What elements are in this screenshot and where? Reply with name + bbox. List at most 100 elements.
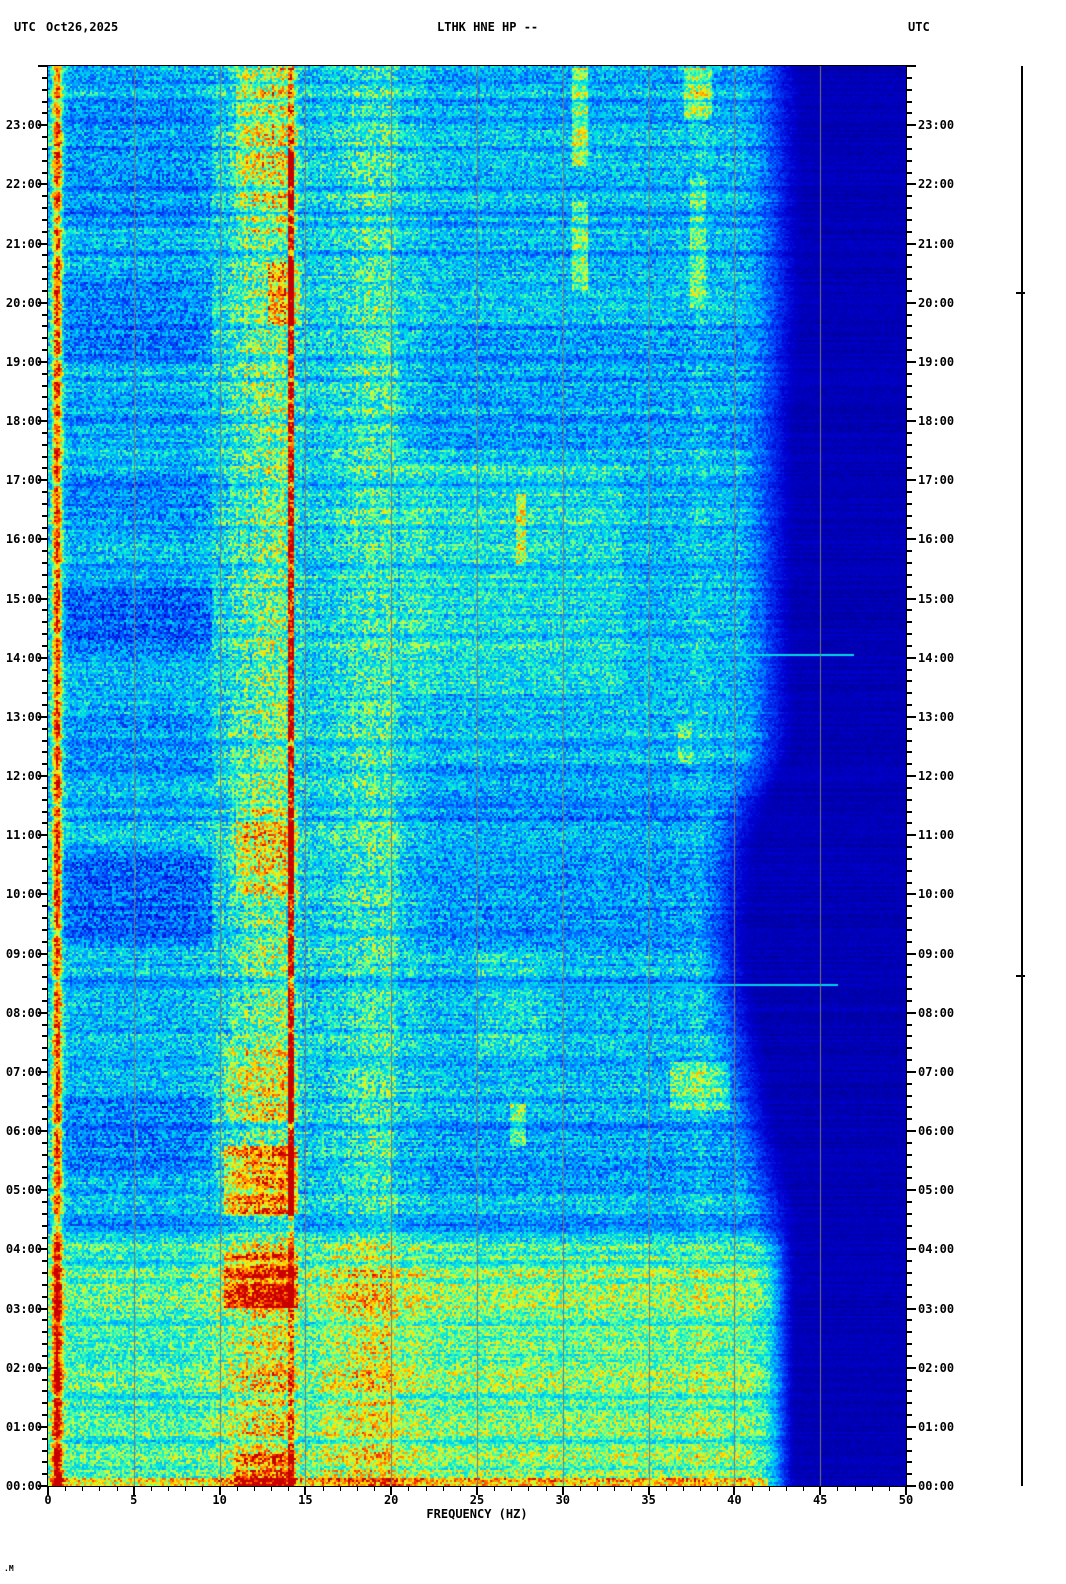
- y-axis-label-left: 07:00: [5, 1064, 42, 1079]
- x-axis-minor-tick: [82, 1486, 84, 1491]
- y-axis-major-tick-left: [38, 1248, 48, 1251]
- x-axis-minor-tick: [871, 1486, 873, 1491]
- y-axis-label-right: 07:00: [918, 1064, 955, 1079]
- x-axis-minor-tick: [854, 1486, 856, 1491]
- y-axis-minor-tick-left: [42, 940, 48, 943]
- y-axis-minor-tick-left: [42, 727, 48, 730]
- y-axis-major-tick-left: [38, 1485, 48, 1487]
- y-axis-minor-tick-right: [906, 372, 912, 375]
- y-axis-major-tick-right: [906, 183, 916, 186]
- x-axis-minor-tick: [803, 1486, 805, 1491]
- y-axis-major-tick-left: [38, 1307, 48, 1310]
- y-axis-minor-tick-left: [42, 1354, 48, 1357]
- y-axis-minor-tick-right: [906, 159, 912, 162]
- x-axis-minor-tick: [168, 1486, 170, 1491]
- y-axis-minor-tick-left: [42, 905, 48, 908]
- y-axis-minor-tick-left: [42, 88, 48, 91]
- y-axis-minor-tick-left: [42, 1437, 48, 1440]
- y-axis-major-tick-right: [906, 1485, 916, 1487]
- y-axis-minor-tick-right: [906, 1283, 912, 1286]
- y-axis-major-tick-right: [906, 1366, 916, 1369]
- y-axis-major-tick-left: [38, 715, 48, 718]
- y-axis-minor-tick-left: [42, 112, 48, 115]
- y-axis-minor-tick-left: [42, 278, 48, 280]
- x-axis-minor-tick: [545, 1486, 547, 1491]
- date-label: Oct26,2025: [46, 20, 119, 34]
- y-axis-minor-tick-left: [42, 976, 48, 979]
- y-axis-label-left: 10:00: [5, 887, 42, 902]
- y-axis-minor-tick-left: [42, 562, 48, 564]
- y-axis-label-right: 02:00: [918, 1360, 955, 1375]
- x-axis-minor-tick: [579, 1486, 581, 1491]
- x-axis-major-tick: [476, 1486, 478, 1495]
- y-axis-minor-tick-left: [42, 1118, 48, 1121]
- y-axis-minor-tick-right: [906, 869, 912, 872]
- y-axis-major-tick-right: [906, 1307, 916, 1310]
- x-axis-minor-tick: [494, 1486, 496, 1491]
- y-axis-minor-tick-left: [42, 1449, 48, 1452]
- y-axis-minor-tick-right: [906, 195, 912, 198]
- y-axis-minor-tick-right: [906, 1201, 912, 1203]
- x-axis-minor-tick: [528, 1486, 530, 1491]
- y-axis-label-left: 16:00: [5, 532, 42, 547]
- y-axis-minor-tick-left: [42, 171, 48, 174]
- y-axis-label-left: 01:00: [5, 1419, 42, 1434]
- y-axis-minor-tick-right: [906, 940, 912, 943]
- y-axis-minor-tick-left: [42, 1023, 48, 1026]
- y-axis-minor-tick-right: [906, 846, 912, 848]
- x-axis-label: 15: [298, 1493, 313, 1507]
- y-axis-label-left: 03:00: [5, 1301, 42, 1316]
- y-axis-minor-tick-left: [42, 159, 48, 162]
- y-axis-label-left: 18:00: [5, 414, 42, 428]
- y-axis-minor-tick-right: [906, 1177, 912, 1180]
- y-axis-label-right: 15:00: [918, 591, 955, 606]
- y-axis-minor-tick-right: [906, 573, 912, 576]
- utc-label-left: UTC: [14, 20, 36, 34]
- y-axis-label-right: 22:00: [918, 177, 955, 192]
- y-axis-minor-tick-left: [42, 1343, 48, 1345]
- x-axis-major-tick: [647, 1486, 650, 1495]
- y-axis-minor-tick-left: [42, 692, 48, 695]
- spectrogram-canvas: [48, 66, 906, 1486]
- y-axis-minor-tick-left: [42, 609, 48, 612]
- y-axis-major-tick-right: [906, 301, 916, 304]
- y-axis-minor-tick-right: [906, 727, 912, 730]
- y-axis-minor-tick-right: [906, 88, 912, 91]
- y-axis-minor-tick-left: [42, 786, 48, 789]
- y-axis-major-tick-left: [38, 1366, 48, 1369]
- y-axis-minor-tick-left: [42, 455, 48, 458]
- y-axis-minor-tick-left: [42, 573, 48, 576]
- y-axis-minor-tick-right: [906, 349, 912, 351]
- y-axis-minor-tick-left: [42, 1461, 48, 1464]
- x-axis-title: FREQUENCY (HZ): [426, 1507, 528, 1521]
- y-axis-minor-tick-right: [906, 1047, 912, 1050]
- y-axis-minor-tick-right: [906, 408, 912, 411]
- y-axis-major-tick-right: [906, 242, 916, 245]
- y-axis-minor-tick-left: [42, 585, 48, 588]
- x-axis-minor-tick: [425, 1486, 427, 1491]
- y-axis-minor-tick-left: [42, 644, 48, 647]
- y-axis-major-tick-left: [38, 420, 48, 422]
- y-axis-minor-tick-left: [42, 964, 48, 967]
- y-axis-minor-tick-right: [906, 266, 912, 269]
- y-axis-minor-tick-left: [42, 1201, 48, 1203]
- y-axis-minor-tick-left: [42, 443, 48, 446]
- x-axis-minor-tick: [185, 1486, 187, 1491]
- y-axis-minor-tick-left: [42, 408, 48, 411]
- y-axis-minor-tick-left: [42, 798, 48, 801]
- y-axis-minor-tick-left: [42, 1295, 48, 1298]
- y-axis-minor-tick-right: [906, 112, 912, 115]
- y-axis-minor-tick-right: [906, 289, 912, 292]
- y-axis-minor-tick-right: [906, 763, 912, 766]
- x-axis-minor-tick: [700, 1486, 702, 1491]
- y-axis-minor-tick-left: [42, 810, 48, 813]
- y-axis-minor-tick-right: [906, 467, 912, 470]
- y-axis-minor-tick-right: [906, 905, 912, 908]
- y-axis-label-left: 04:00: [5, 1242, 42, 1257]
- y-axis-minor-tick-left: [42, 313, 48, 316]
- y-axis-major-tick-right: [906, 1189, 916, 1192]
- y-axis-label-right: 13:00: [918, 709, 955, 724]
- y-axis-minor-tick-left: [42, 999, 48, 1002]
- y-axis-minor-tick-left: [42, 372, 48, 375]
- y-axis-minor-tick-left: [42, 1331, 48, 1334]
